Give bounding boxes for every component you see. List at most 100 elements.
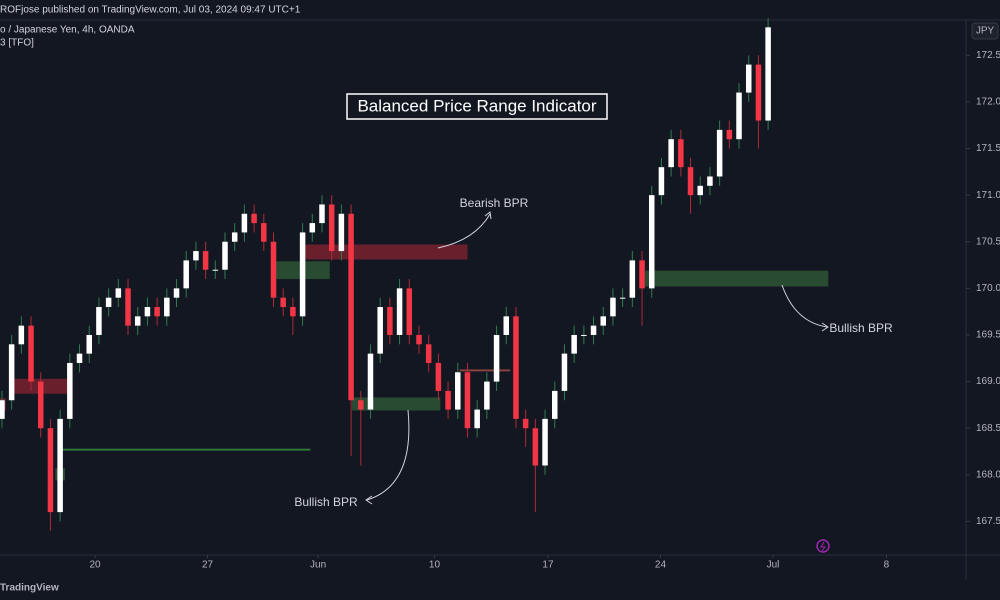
bpr-zone [459, 369, 511, 372]
candle-body [212, 269, 219, 271]
y-tick-label: 169.0 [976, 376, 1000, 387]
candle-body [464, 372, 471, 429]
candle-body [18, 325, 25, 345]
candle-body [668, 139, 674, 168]
candle-body [86, 334, 92, 354]
annotation: Bullish BPR [294, 495, 358, 509]
candle-body [183, 260, 189, 289]
candle-body [125, 288, 131, 326]
arrowhead [365, 495, 373, 505]
y-tick-label: 172.5 [976, 50, 1000, 61]
candle-body [736, 92, 742, 140]
x-tick-label: Jun [310, 560, 326, 571]
candle-body [173, 288, 180, 298]
x-tick-label: 17 [542, 560, 554, 571]
y-tick-label: 171.0 [976, 190, 1000, 201]
candle-body [47, 428, 54, 513]
arrow [781, 284, 828, 328]
candle-body [513, 316, 519, 419]
currency-box[interactable] [971, 22, 999, 40]
x-tick-label: 20 [89, 560, 101, 571]
candle-body [338, 213, 345, 252]
candle-body [348, 213, 354, 401]
candle-body [28, 325, 34, 382]
y-tick-label: 168.0 [976, 469, 1000, 480]
arrow [366, 409, 410, 501]
alert-bolt [820, 541, 826, 552]
candle-body [319, 204, 325, 224]
candle-body [76, 353, 83, 363]
candle-body [57, 418, 63, 513]
indicator-legend: 3 [TFO] [0, 38, 34, 49]
candle-body [290, 307, 296, 317]
bpr-zone [60, 448, 311, 451]
candle-body [687, 167, 694, 196]
candle-body [581, 334, 587, 336]
candle-body [241, 213, 248, 233]
header: ROFjose published on TradingView.com, Ju… [0, 5, 301, 16]
title-box [346, 93, 608, 120]
candle-body [261, 223, 267, 242]
candle-body [299, 232, 306, 317]
y-tick-label: 168.5 [976, 423, 1000, 434]
candle-body [377, 307, 383, 354]
x-tick-label: 8 [884, 560, 890, 571]
candle-body [406, 288, 413, 335]
y-tick-label: 171.5 [976, 143, 1000, 154]
candle-body [503, 316, 510, 335]
candle-body [358, 400, 364, 410]
candle-body [648, 195, 655, 289]
alert-icon[interactable] [816, 539, 830, 553]
candle-body [396, 288, 403, 335]
candle-body [542, 418, 548, 466]
y-tick-label: 167.5 [976, 516, 1000, 527]
candle-body [455, 372, 461, 410]
candle-body [105, 297, 112, 308]
candle-body [231, 232, 238, 242]
candle-body [67, 362, 73, 419]
footer: TradingView [0, 583, 59, 594]
x-tick-label: 10 [429, 560, 441, 571]
candle-body [474, 409, 480, 429]
candle-body [115, 288, 122, 298]
candle-body [678, 139, 684, 168]
candle-body [0, 400, 5, 419]
candle-body [697, 185, 703, 196]
y-tick-label: 172.0 [976, 97, 1000, 108]
currency: JPY [976, 26, 995, 37]
candle-body [639, 260, 645, 289]
candle-body [716, 129, 723, 177]
candle-body [600, 316, 606, 326]
candle-body [280, 297, 286, 308]
chart-title: Balanced Price Range Indicator [357, 96, 596, 115]
candle-body [726, 129, 733, 140]
candle-body [251, 213, 257, 224]
bpr-zone [644, 270, 829, 287]
candle-body [552, 390, 558, 419]
x-tick-label: 27 [202, 560, 214, 571]
candle-body [561, 353, 568, 391]
candle-body [222, 241, 228, 270]
candle-body [619, 297, 626, 299]
annotation: Bullish BPR [829, 321, 893, 335]
candle-body [8, 344, 15, 401]
arrow [437, 213, 491, 249]
candle-body [707, 176, 713, 186]
candle-body [270, 241, 277, 298]
bpr-zone [304, 244, 468, 260]
candle-body [755, 64, 762, 121]
candle-body [202, 251, 209, 270]
bpr-zone [352, 397, 441, 411]
candle-body [522, 418, 529, 429]
candle-body [590, 325, 597, 335]
x-tick-label: 24 [655, 560, 667, 571]
candle-body [425, 344, 432, 363]
candle-body [493, 334, 500, 382]
candle-body [484, 381, 490, 410]
candle-body [367, 353, 374, 410]
candle-body [610, 297, 616, 317]
candle-body [435, 362, 442, 391]
x-tick-label: Jul [767, 560, 780, 571]
